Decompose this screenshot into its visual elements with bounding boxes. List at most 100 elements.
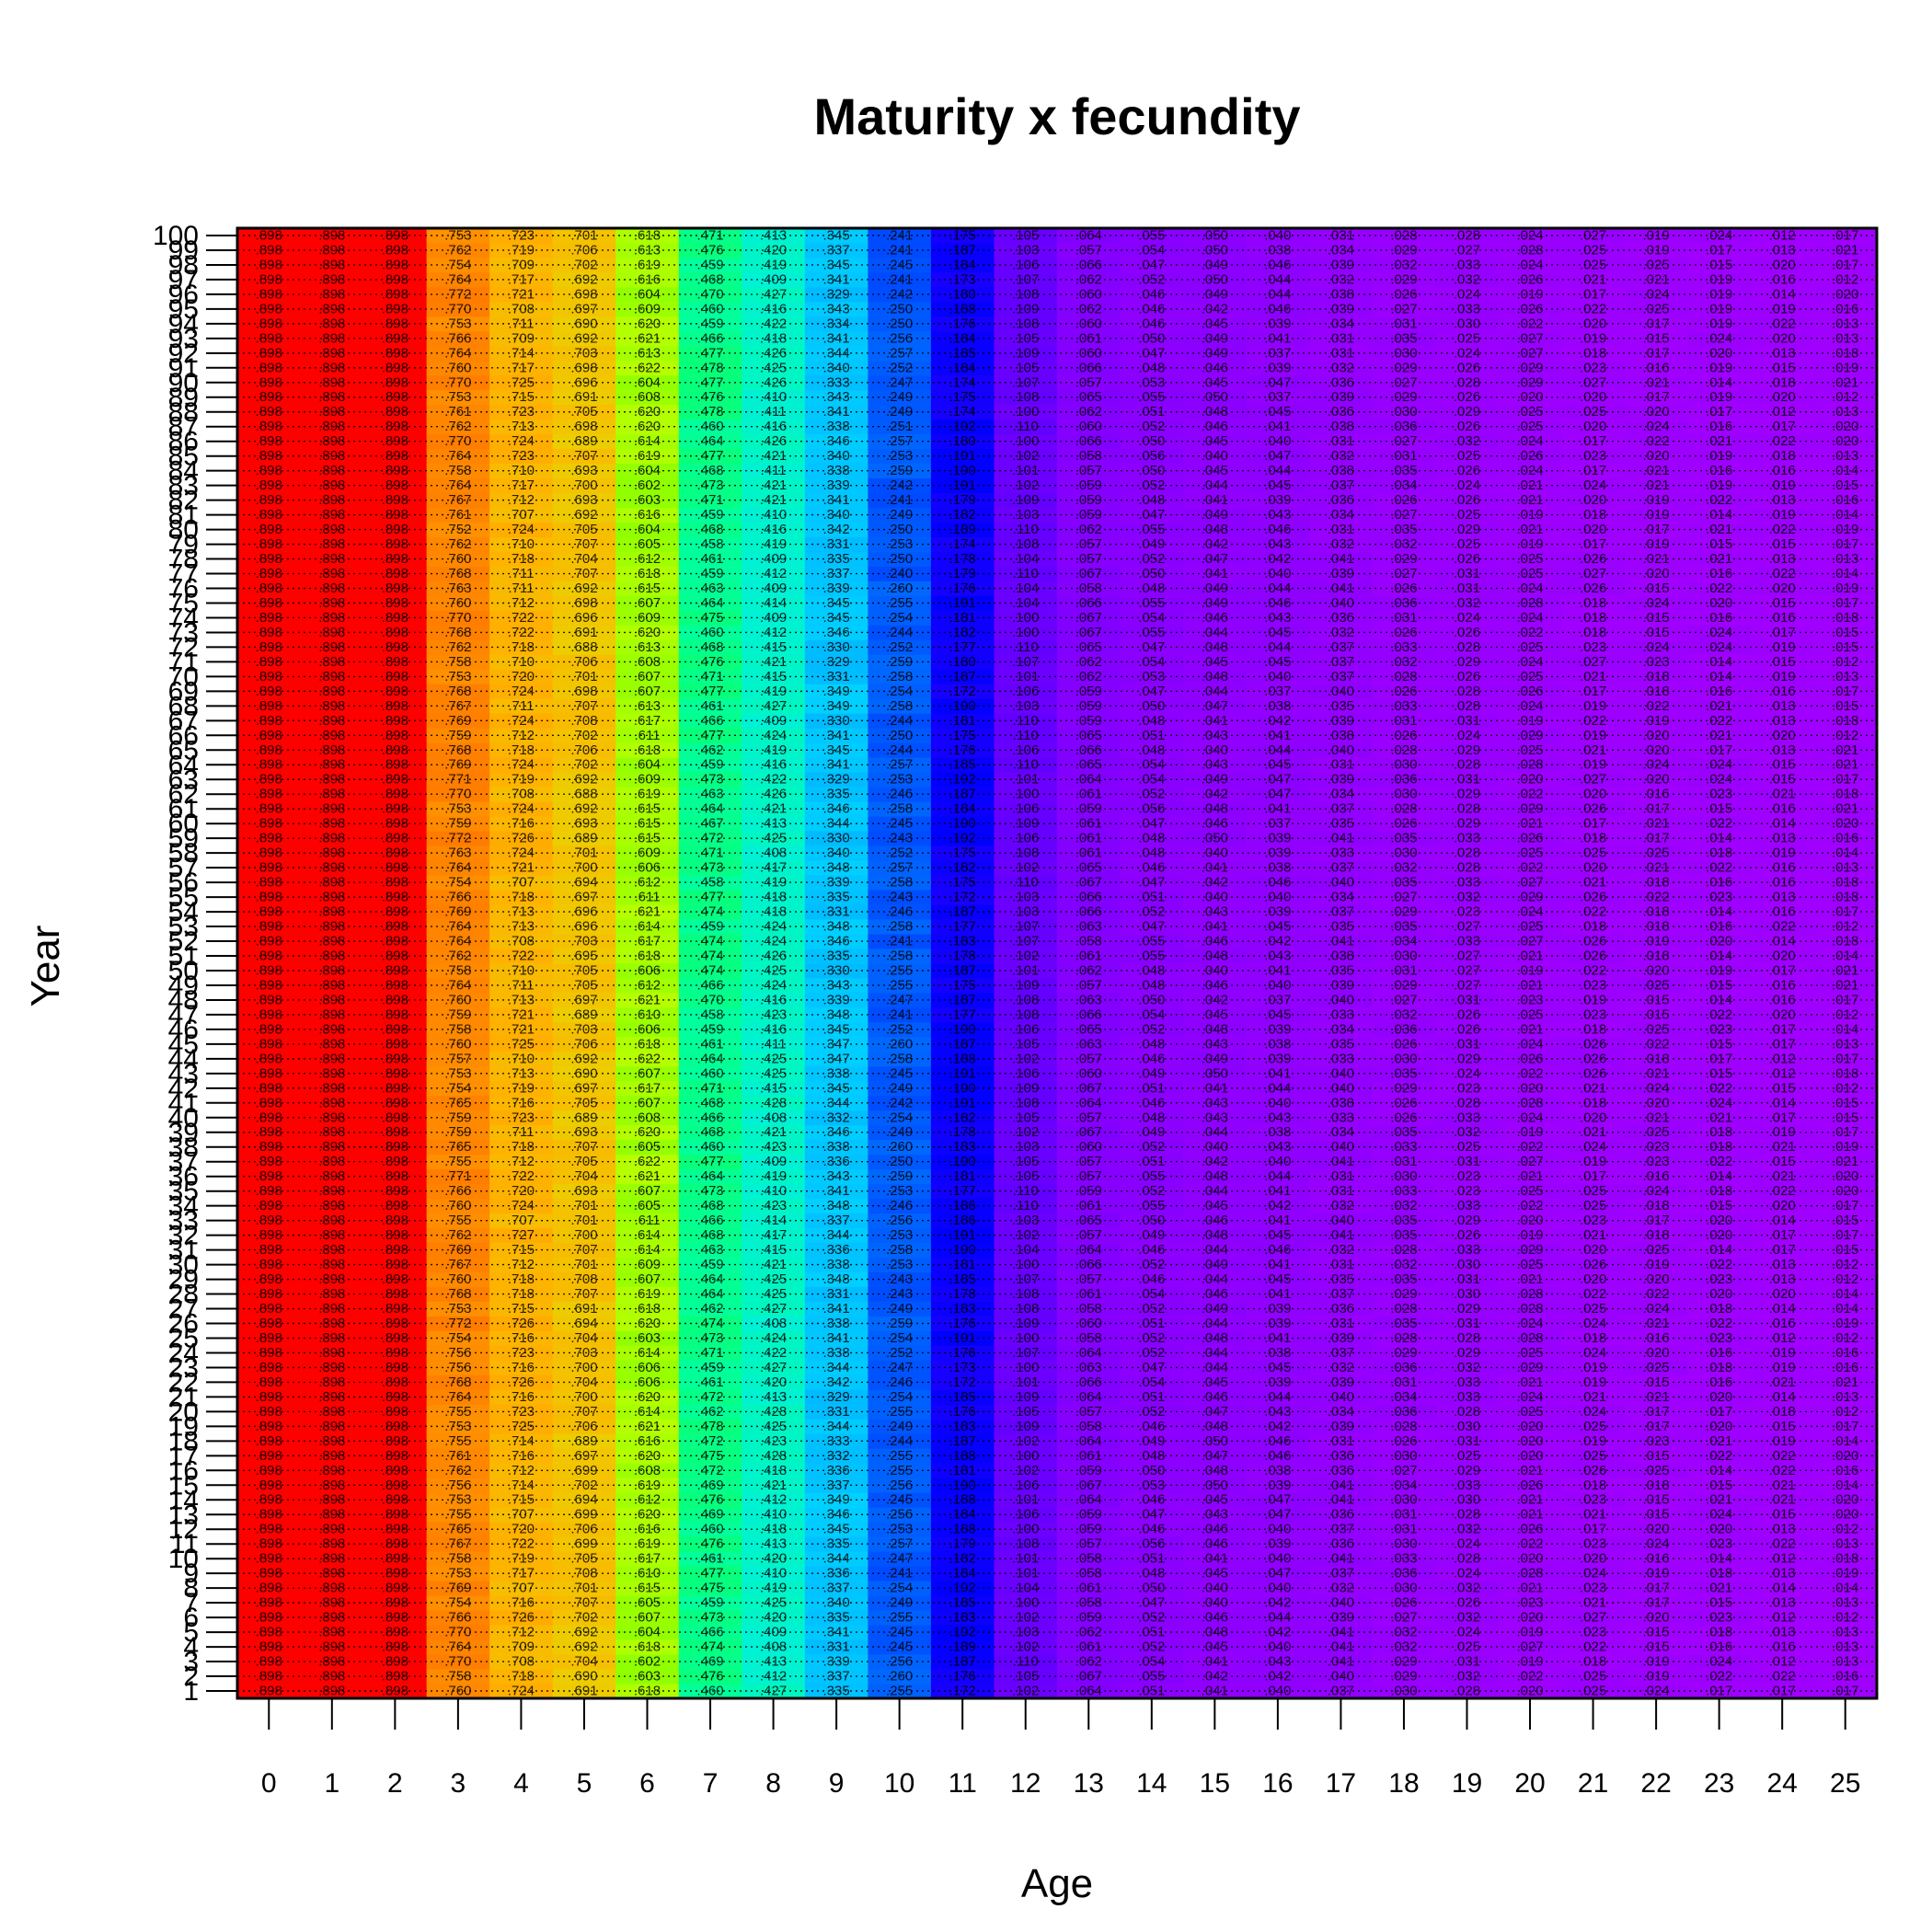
heatmap-cell-label: .345 bbox=[823, 610, 850, 626]
heatmap-cell-label: .418 bbox=[760, 904, 787, 920]
heatmap-cell-label: .028 bbox=[1516, 1301, 1543, 1317]
heatmap-cell-label: .019 bbox=[1643, 1257, 1670, 1272]
heatmap-cell-label: .050 bbox=[1138, 698, 1165, 714]
heatmap-cell bbox=[1435, 1345, 1500, 1361]
heatmap-cell-label: .721 bbox=[508, 1006, 535, 1022]
heatmap-cell-label: .252 bbox=[886, 1021, 913, 1037]
heatmap-cell-label: .898 bbox=[318, 1021, 345, 1037]
heatmap-cell bbox=[1687, 1389, 1752, 1405]
heatmap-cell-label: .754 bbox=[444, 875, 471, 891]
heatmap-cell-label: .337 bbox=[823, 1213, 850, 1228]
heatmap-cell bbox=[804, 1463, 868, 1478]
heatmap-cell bbox=[1750, 1639, 1814, 1655]
heatmap-cell bbox=[1750, 1389, 1814, 1405]
heatmap-cell-label: .466 bbox=[696, 1213, 723, 1228]
heatmap-cell-label: .101 bbox=[1012, 669, 1039, 684]
heatmap-cell-label: .025 bbox=[1580, 1301, 1606, 1317]
heatmap-cell bbox=[678, 1566, 742, 1581]
heatmap-cell-label: .180 bbox=[949, 654, 976, 670]
heatmap-cell-label: .013 bbox=[1769, 1257, 1796, 1272]
heatmap-cell-label: .044 bbox=[1202, 1242, 1228, 1258]
heatmap-cell bbox=[1435, 1654, 1500, 1670]
heatmap-cell bbox=[1246, 1639, 1310, 1655]
heatmap-cell-label: .249 bbox=[886, 1419, 913, 1434]
heatmap-cell-label: .759 bbox=[444, 1006, 471, 1022]
heatmap-cell-label: .033 bbox=[1454, 1478, 1480, 1493]
heatmap-cell-label: .606 bbox=[634, 962, 661, 978]
heatmap-cell-label: .107 bbox=[1012, 1345, 1039, 1361]
heatmap-cell-label: .021 bbox=[1706, 522, 1732, 537]
heatmap-cell bbox=[1750, 1404, 1814, 1420]
heatmap-cell-label: .720 bbox=[508, 1522, 535, 1537]
heatmap-cell-label: .752 bbox=[444, 522, 471, 537]
heatmap-cell-label: .016 bbox=[1706, 684, 1732, 699]
heatmap-cell-label: .612 bbox=[634, 875, 661, 891]
heatmap-cell-label: .040 bbox=[1264, 1522, 1291, 1537]
heatmap-cell bbox=[868, 1404, 932, 1420]
heatmap-cell-label: .061 bbox=[1075, 948, 1102, 963]
heatmap-cell-label: .027 bbox=[1390, 992, 1417, 1007]
heatmap-cell-label: .024 bbox=[1643, 639, 1670, 655]
heatmap-cell-label: .718 bbox=[508, 1669, 535, 1685]
heatmap-cell-label: .756 bbox=[444, 1478, 471, 1493]
heatmap-cell bbox=[1120, 1404, 1184, 1420]
heatmap-cell-label: .019 bbox=[1580, 698, 1606, 714]
heatmap-cell-label: .033 bbox=[1454, 831, 1480, 846]
heatmap-cell bbox=[1561, 1536, 1626, 1552]
heatmap-cell-label: .026 bbox=[1580, 1257, 1606, 1272]
heatmap-cell-label: .898 bbox=[256, 566, 282, 581]
heatmap-cell bbox=[1687, 1345, 1752, 1361]
heatmap-cell-label: .041 bbox=[1202, 492, 1228, 508]
heatmap-cell-label: .724 bbox=[508, 713, 535, 729]
heatmap-cell-label: .110 bbox=[1013, 728, 1039, 743]
heatmap-cell-label: .015 bbox=[1832, 477, 1858, 493]
heatmap-cell bbox=[1120, 1345, 1184, 1361]
heatmap-cell-label: .021 bbox=[1516, 1581, 1543, 1596]
heatmap-cell-label: .898 bbox=[256, 831, 282, 846]
heatmap-cell-label: .329 bbox=[823, 1389, 850, 1405]
heatmap-cell-label: .253 bbox=[886, 1227, 913, 1243]
heatmap-cell-label: .182 bbox=[949, 1110, 976, 1125]
heatmap-cell-label: .026 bbox=[1580, 1065, 1606, 1081]
heatmap-cell-label: .021 bbox=[1643, 860, 1670, 876]
heatmap-cell-label: .755 bbox=[444, 1433, 471, 1449]
heatmap-cell-label: .898 bbox=[318, 1006, 345, 1022]
heatmap-cell-label: .035 bbox=[1390, 1213, 1417, 1228]
heatmap-cell-label: .756 bbox=[444, 1345, 471, 1361]
heatmap-cell-label: .021 bbox=[1643, 477, 1670, 493]
heatmap-cell-label: .012 bbox=[1832, 1271, 1858, 1287]
heatmap-cell-label: .468 bbox=[696, 1124, 723, 1140]
heatmap-cell-label: .023 bbox=[1643, 1139, 1670, 1155]
heatmap-cell bbox=[1246, 1492, 1310, 1508]
heatmap-cell-label: .174 bbox=[949, 536, 976, 552]
heatmap-cell-label: .618 bbox=[634, 1683, 661, 1698]
heatmap-cell-label: .462 bbox=[696, 1404, 723, 1420]
heatmap-cell-label: .018 bbox=[1643, 1478, 1670, 1493]
heatmap-cell-label: .717 bbox=[508, 1566, 535, 1581]
heatmap-cell-label: .339 bbox=[823, 875, 850, 891]
heatmap-cell-label: .040 bbox=[1264, 433, 1291, 449]
heatmap-cell-label: .019 bbox=[1516, 1124, 1543, 1140]
heatmap-cell bbox=[930, 1433, 995, 1449]
heatmap-cell-label: .249 bbox=[886, 1301, 913, 1317]
heatmap-cell-label: .020 bbox=[1643, 742, 1670, 758]
heatmap-cell bbox=[552, 1448, 616, 1464]
heatmap-cell-label: .016 bbox=[1769, 610, 1796, 626]
heatmap-cell-label: .034 bbox=[1328, 787, 1354, 802]
heatmap-cell-label: .020 bbox=[1769, 728, 1796, 743]
heatmap-cell-label: .017 bbox=[1832, 1051, 1858, 1066]
heatmap-cell-label: .109 bbox=[1012, 492, 1039, 508]
heatmap-cell bbox=[1246, 1610, 1310, 1626]
heatmap-cell-label: .898 bbox=[256, 1595, 282, 1611]
heatmap-cell-label: .033 bbox=[1454, 875, 1480, 891]
heatmap-cell bbox=[678, 1404, 742, 1420]
heatmap-cell-label: .181 bbox=[949, 1257, 976, 1272]
heatmap-cell-label: .040 bbox=[1328, 1595, 1354, 1611]
heatmap-cell-label: .769 bbox=[444, 1581, 471, 1596]
heatmap-cell-label: .052 bbox=[1138, 1330, 1165, 1346]
heatmap-cell bbox=[237, 1286, 301, 1302]
heatmap-cell-label: .409 bbox=[760, 581, 787, 596]
heatmap-cell-label: .016 bbox=[1832, 492, 1858, 508]
heatmap-cell-label: .458 bbox=[696, 536, 723, 552]
heatmap-cell bbox=[489, 1551, 554, 1567]
